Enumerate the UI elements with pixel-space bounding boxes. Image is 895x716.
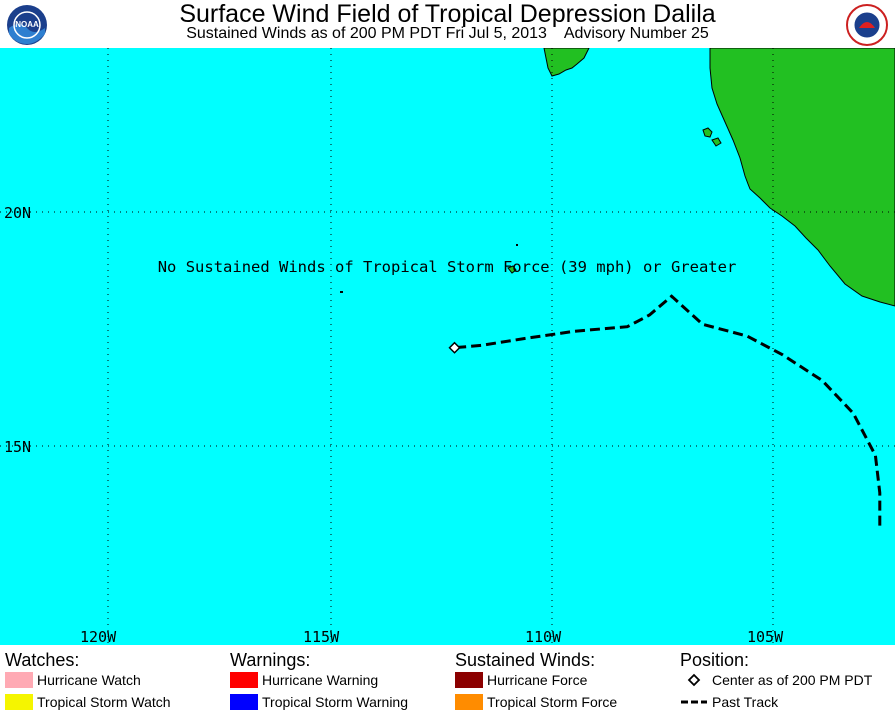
baja-california-tip [543,47,590,77]
legend-position-heading: Position: [680,650,750,670]
san-benedicto-island [516,244,518,246]
legend-hurricane-warning: Hurricane Warning [230,671,378,689]
legend: Watches: Hurricane Watch Tropical Storm … [0,645,895,716]
tropical-storm-watch-label: Tropical Storm Watch [37,694,171,710]
map-subtitle: Sustained Winds as of 200 PM PDT Fri Jul… [186,25,709,42]
hurricane-force-label: Hurricane Force [487,672,588,688]
lon-label-120w: 120W [80,628,117,645]
diamond-icon [687,673,701,687]
noaa-logo-text: NOAA [15,20,39,29]
lon-label-115w: 115W [303,628,340,645]
hurricane-warning-label: Hurricane Warning [262,672,379,688]
legend-tropical-storm-watch: Tropical Storm Watch [5,693,171,711]
legend-warnings-heading: Warnings: [230,650,311,670]
noaa-logo: NOAA [7,5,47,45]
lon-label-105w: 105W [747,628,784,645]
legend-center-position: Center as of 200 PM PDT [680,671,872,689]
hurricane-watch-label: Hurricane Watch [37,672,141,688]
hurricane-watch-swatch [5,672,33,688]
lat-label-20n: 20N [4,204,31,222]
map-title: Surface Wind Field of Tropical Depressio… [179,0,716,28]
tropical-storm-force-label: Tropical Storm Force [487,694,618,710]
header: NOAA Surface Wind Field of Tropical Depr… [0,0,895,48]
center-position-label: Center as of 200 PM PDT [712,672,873,688]
wind-field-map: 20N 15N 120W 115W 110W 105W No Sustained… [0,47,895,646]
legend-sustained-winds-heading: Sustained Winds: [455,650,596,670]
mexico-coastline [709,47,895,307]
tropical-storm-force-swatch [455,694,483,710]
legend-hurricane-force: Hurricane Force [455,671,587,689]
tropical-storm-warning-label: Tropical Storm Warning [262,694,409,710]
legend-past-track: Past Track [680,693,778,711]
legend-watches-heading: Watches: [5,650,80,670]
legend-hurricane-watch: Hurricane Watch [5,671,141,689]
hurricane-force-swatch [455,672,483,688]
clarion-island [340,291,343,293]
national-weather-service-logo [846,4,888,46]
dashed-line-icon [681,700,707,704]
lon-label-110w: 110W [525,628,562,645]
tropical-storm-warning-swatch [230,694,258,710]
storm-center-marker [448,341,461,354]
hurricane-warning-swatch [230,672,258,688]
legend-tropical-storm-force: Tropical Storm Force [455,693,617,711]
lat-label-15n: 15N [4,438,31,456]
legend-tropical-storm-warning: Tropical Storm Warning [230,693,408,711]
tropical-storm-watch-swatch [5,694,33,710]
map-canvas: 20N 15N 120W 115W 110W 105W No Sustained… [0,47,895,646]
socorro-island [507,265,517,274]
no-tropical-storm-winds-message: No Sustained Winds of Tropical Storm For… [158,258,737,276]
past-track-label: Past Track [712,694,779,710]
tres-marias-islands [702,127,722,147]
